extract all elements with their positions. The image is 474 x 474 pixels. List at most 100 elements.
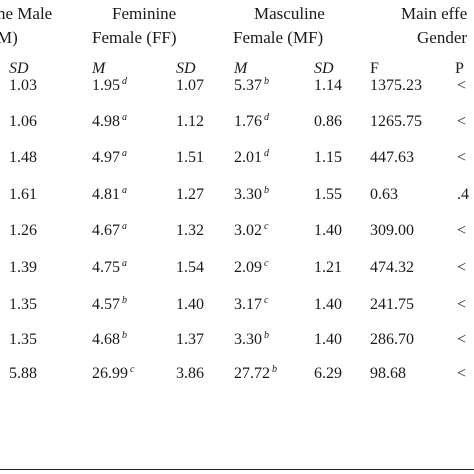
table-cell: 4.57 b	[92, 295, 127, 313]
cell-superscript: b	[122, 330, 127, 341]
cell-value: 1375.23	[370, 77, 422, 94]
table-cell: 4.97 a	[92, 149, 127, 166]
table-cell: 1.61	[9, 187, 37, 203]
table-cell: 2.09 c	[234, 258, 269, 276]
cell-value: 1265.75	[370, 113, 422, 130]
table-cell: 1.39	[9, 260, 37, 276]
table-cell: 1375.23	[370, 78, 422, 94]
table-cell: 1.48	[9, 150, 37, 166]
cell-superscript: c	[264, 258, 269, 269]
table-cell: 1.40	[176, 297, 204, 313]
cell-superscript: a	[122, 112, 127, 123]
cell-value: 1.39	[9, 259, 37, 276]
header-main-effect-line2: Gender	[417, 28, 468, 47]
cell-value: 1.61	[9, 186, 37, 203]
cell-value: 1.32	[176, 222, 204, 239]
table-cell: 1.55	[314, 187, 342, 203]
cell-superscript: a	[122, 185, 127, 196]
cell-value: 1.14	[314, 77, 342, 94]
subheader-f: F	[370, 60, 379, 77]
table-cell: 3.30 b	[234, 331, 269, 348]
table-cell: <	[457, 332, 466, 348]
subheader-sd-2: SD	[176, 60, 196, 77]
table-cell: 4.98 a	[92, 112, 127, 130]
table-cell: <	[457, 260, 466, 276]
table-cell: 1.15	[314, 150, 342, 166]
cell-value: 1.40	[314, 331, 342, 348]
table-cell: 1.40	[314, 223, 342, 239]
cell-value: <	[457, 331, 467, 348]
table-cell: 241.75	[370, 297, 414, 313]
table-cell: 1.40	[314, 297, 342, 313]
table-cell: 1.54	[176, 260, 204, 276]
table-cell: 4.75 a	[92, 258, 127, 276]
table-cell: <	[457, 223, 466, 239]
cell-value: 474.32	[370, 259, 414, 276]
cell-value: 3.30	[234, 331, 262, 348]
cell-value: 1.51	[176, 149, 204, 166]
table-cell: 309.00	[370, 223, 414, 239]
bottom-rule	[0, 469, 474, 470]
table-cell: 2.01 d	[234, 149, 269, 166]
cell-value: 98.68	[370, 365, 406, 382]
header-masculine-female-line1: Masculine	[254, 4, 325, 23]
table-cell: .4	[457, 187, 469, 203]
table-cell: 3.02 c	[234, 221, 269, 239]
cell-superscript: b	[264, 76, 269, 87]
header-masculine-female-line2: Female (MF)	[233, 28, 324, 47]
cell-value: 27.72	[234, 365, 270, 382]
header-main-effect-line1: Main effe	[401, 4, 468, 23]
cell-value: 0.86	[314, 113, 342, 130]
table-cell: 1.35	[9, 332, 37, 348]
table-cell: <	[457, 114, 466, 130]
cell-value: 309.00	[370, 222, 414, 239]
table-cell: 1265.75	[370, 114, 422, 130]
subheader-m-2: M	[92, 60, 106, 77]
cell-value: 1.06	[9, 113, 37, 130]
cell-value: 3.17	[234, 296, 262, 313]
table-cell: 1.37	[176, 332, 204, 348]
cell-value: <	[457, 259, 467, 276]
cell-value: 1.03	[9, 77, 37, 94]
table-cell: 98.68	[370, 366, 406, 382]
cell-superscript: b	[122, 295, 127, 306]
header-feminine-female-line1: Feminine	[112, 4, 177, 23]
cell-value: 1.27	[176, 186, 204, 203]
cell-value: <	[457, 222, 467, 239]
table-cell: 474.32	[370, 260, 414, 276]
cell-value: 2.09	[234, 259, 262, 276]
cell-value: 3.30	[234, 186, 262, 203]
table-cell: <	[457, 150, 466, 166]
cell-value: 4.75	[92, 259, 120, 276]
cell-value: 4.98	[92, 113, 120, 130]
cell-value: 1.15	[314, 149, 342, 166]
table-cell: 1.32	[176, 223, 204, 239]
header-feminine-female-line2: Female (FF)	[92, 28, 177, 47]
table-cell: 1.21	[314, 260, 342, 276]
table-cell: 3.30 b	[234, 186, 269, 203]
cell-value: .4	[457, 186, 469, 203]
cell-value: 1.40	[314, 222, 342, 239]
cell-value: 1.12	[176, 113, 204, 130]
cell-value: 1.40	[314, 296, 342, 313]
cell-value: 1.21	[314, 259, 342, 276]
cell-superscript: a	[122, 258, 127, 269]
table-cell: 447.63	[370, 150, 414, 166]
table-cell: 1.27	[176, 187, 204, 203]
cell-value: 0.63	[370, 186, 398, 203]
cell-value: <	[457, 77, 467, 94]
subheader-sd-3: SD	[314, 60, 334, 77]
table-cell: 1.07	[176, 78, 204, 94]
cell-value: 286.70	[370, 331, 414, 348]
cell-value: <	[457, 365, 467, 382]
cell-superscript: d	[264, 112, 269, 123]
cell-value: 5.37	[234, 77, 262, 94]
table-cell: 1.76 d	[234, 112, 269, 130]
cell-superscript: c	[264, 221, 269, 232]
table-cell: <	[457, 297, 466, 313]
cell-value: <	[457, 296, 467, 313]
cell-value: 241.75	[370, 296, 414, 313]
header-masculine-male-line1: ne Male	[0, 4, 53, 23]
cell-value: 26.99	[92, 365, 128, 382]
cell-value: 447.63	[370, 149, 414, 166]
